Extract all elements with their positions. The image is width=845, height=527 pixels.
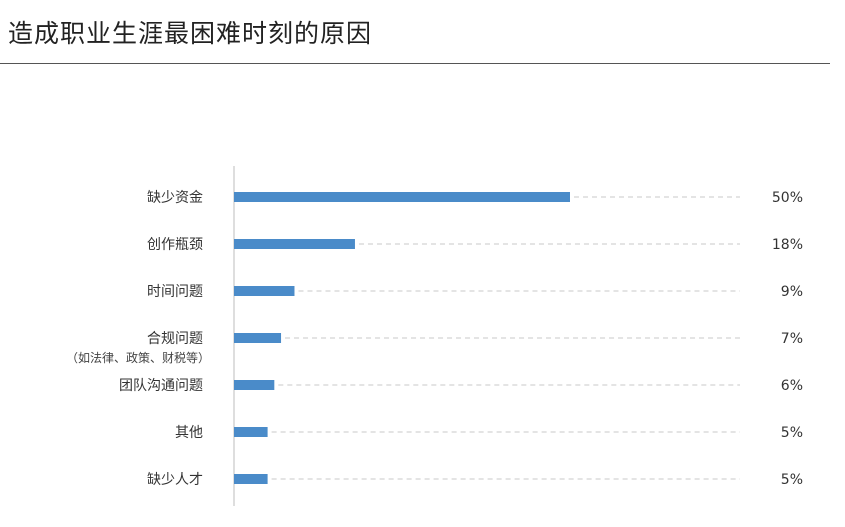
category-label: 团队沟通问题 [119, 378, 203, 394]
value-label: 5% [781, 425, 803, 441]
title-divider [0, 63, 830, 64]
chart-title: 造成职业生涯最困难时刻的原因 [8, 19, 373, 48]
value-label: 50% [772, 190, 803, 206]
bar [234, 192, 570, 202]
category-label: 创作瓶颈 [147, 237, 203, 253]
category-label: 合规问题 [147, 331, 203, 347]
bar [234, 333, 282, 343]
bar [234, 380, 275, 390]
category-label: 缺少资金 [147, 190, 203, 206]
category-label: 缺少人才 [147, 472, 203, 488]
value-label: 6% [781, 378, 803, 394]
category-label: 时间问题 [147, 284, 203, 300]
value-label: 7% [781, 331, 803, 347]
bar [234, 286, 295, 296]
value-label: 18% [772, 237, 803, 253]
bar [234, 474, 268, 484]
category-label: 其他 [175, 425, 203, 441]
bar [234, 427, 268, 437]
value-label: 5% [781, 472, 803, 488]
value-label: 9% [781, 284, 803, 300]
category-sublabel: （如法律、政策、财税等） [66, 350, 210, 365]
bar [234, 239, 355, 249]
